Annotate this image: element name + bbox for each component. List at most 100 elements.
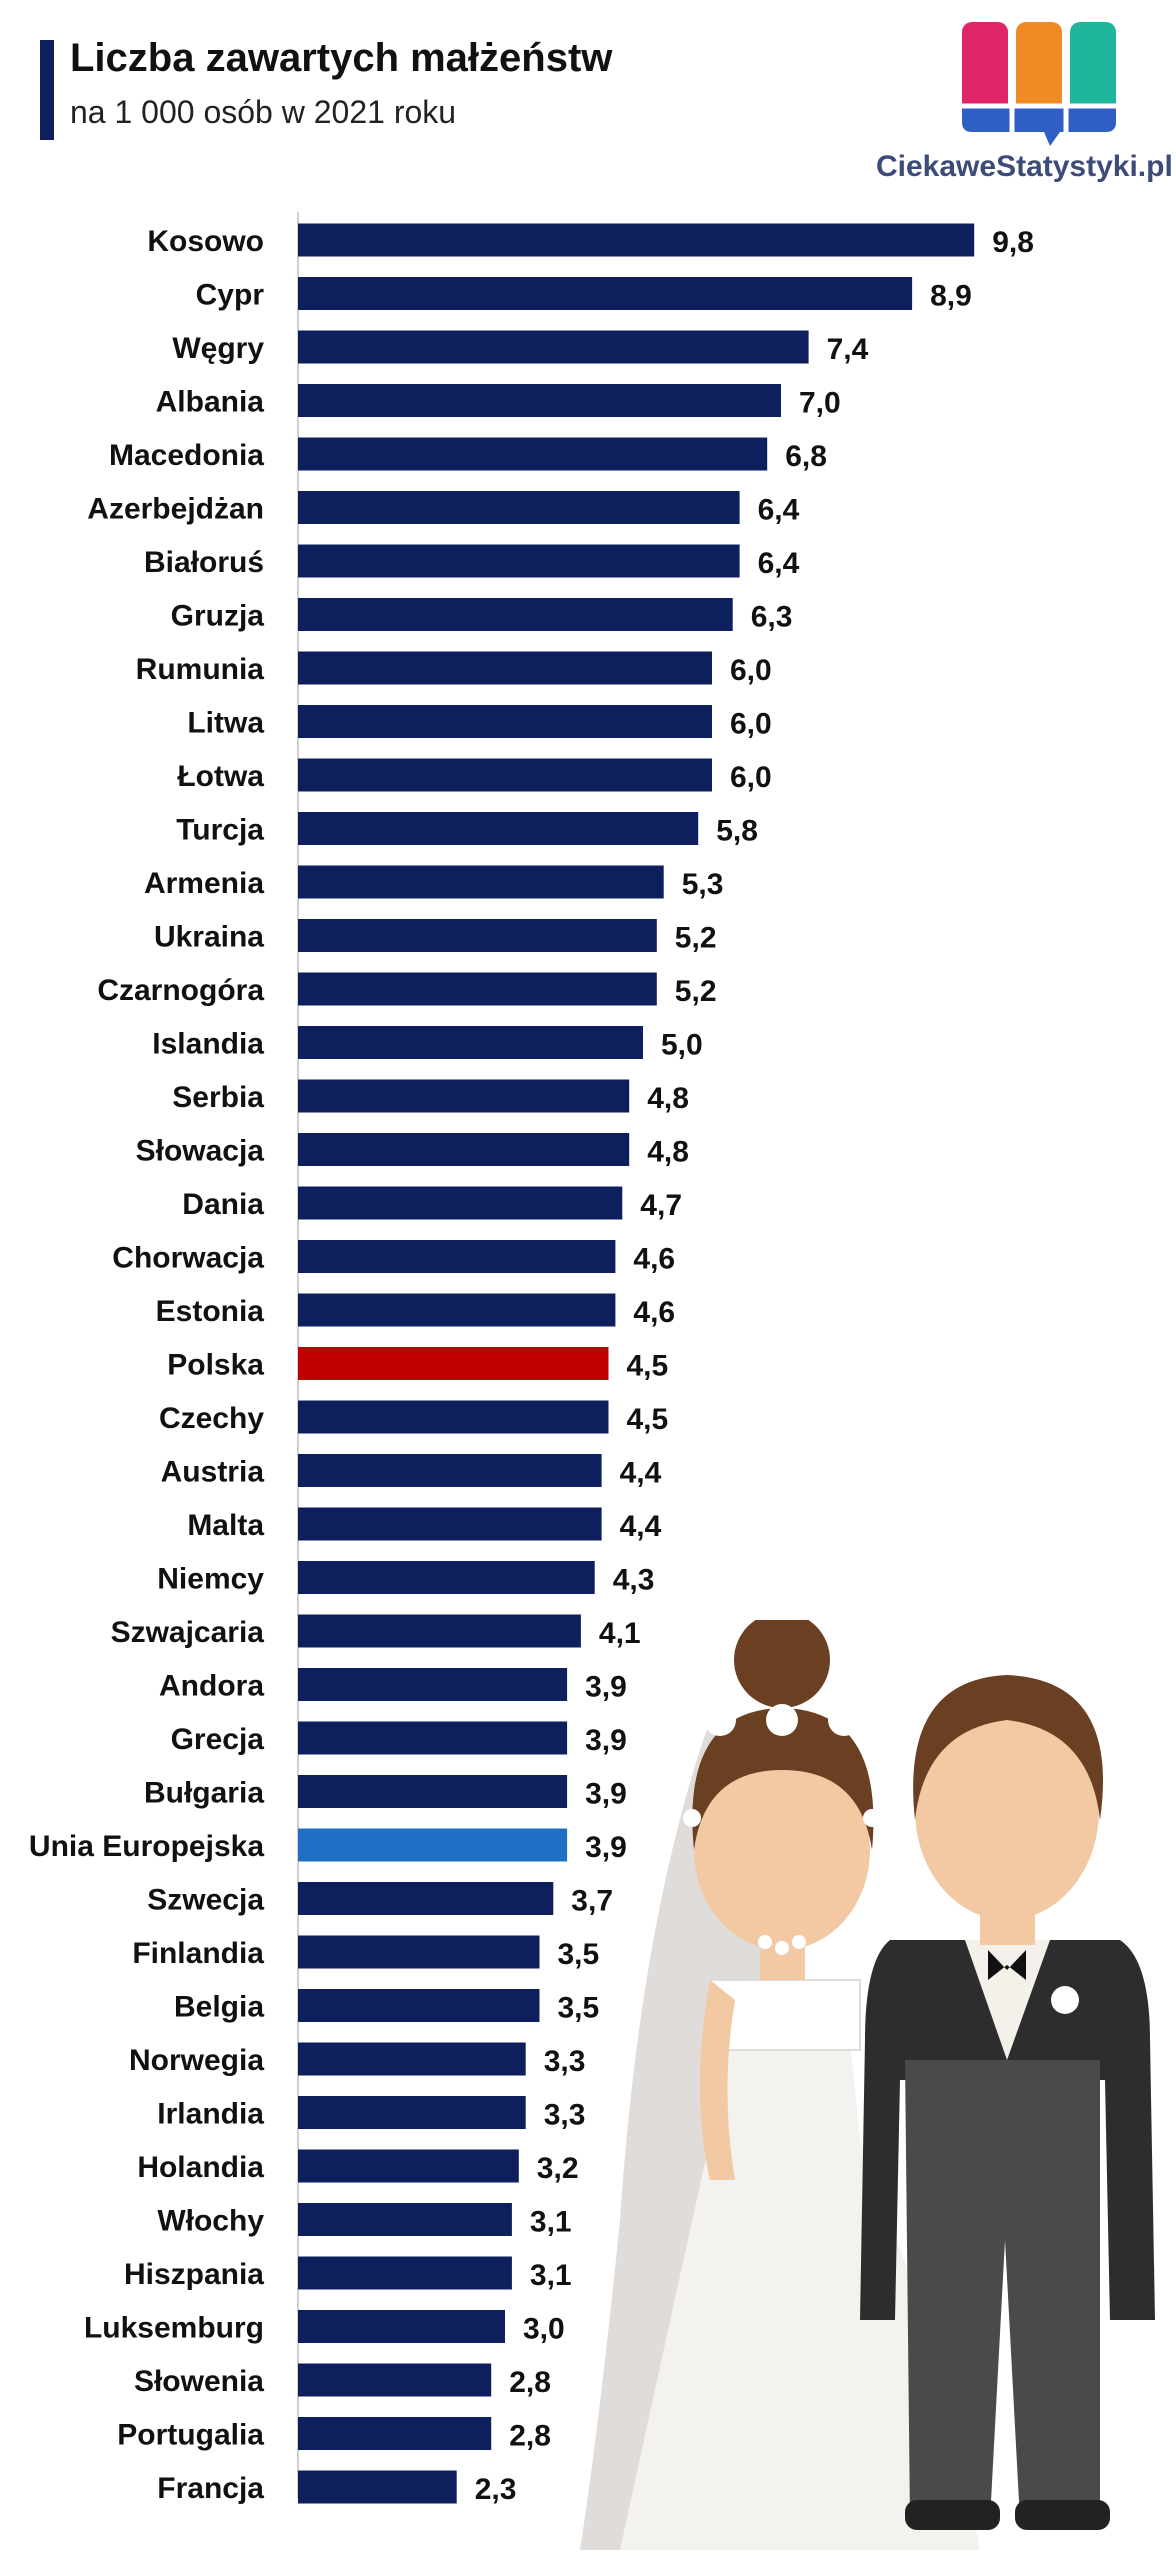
bar bbox=[298, 1668, 568, 1701]
title-accent-bar bbox=[40, 40, 54, 140]
value-label: 4,3 bbox=[613, 1564, 655, 1597]
bar bbox=[298, 2256, 512, 2290]
category-label: Austria bbox=[161, 1456, 265, 1489]
bar bbox=[298, 2096, 526, 2129]
category-label: Białoruś bbox=[144, 546, 264, 579]
value-label: 4,5 bbox=[627, 1350, 669, 1383]
category-label: Czechy bbox=[159, 1402, 264, 1435]
bar bbox=[298, 2310, 505, 2343]
bar bbox=[298, 598, 733, 631]
value-label: 4,7 bbox=[640, 1189, 682, 1222]
bride-and-groom-illustration bbox=[580, 1620, 1155, 2550]
chart-subtitle: na 1 000 osób w 2021 roku bbox=[70, 94, 457, 130]
value-label: 2,3 bbox=[475, 2473, 517, 2506]
bar bbox=[298, 1293, 616, 1327]
bar bbox=[298, 491, 740, 524]
category-label: Włochy bbox=[157, 2205, 264, 2238]
bar bbox=[298, 1240, 616, 1273]
bar bbox=[298, 758, 712, 792]
value-label: 5,8 bbox=[716, 815, 758, 848]
bar bbox=[298, 1614, 581, 1648]
value-label: 3,1 bbox=[530, 2259, 572, 2292]
bar bbox=[298, 223, 975, 257]
value-label: 3,3 bbox=[544, 2045, 586, 2078]
category-label: Portugalia bbox=[117, 2419, 264, 2452]
category-label: Holandia bbox=[137, 2151, 264, 2184]
category-label: Słowenia bbox=[134, 2365, 264, 2398]
category-label: Dania bbox=[182, 1188, 264, 1221]
bar bbox=[298, 865, 664, 899]
bar bbox=[298, 651, 712, 685]
value-label: 6,4 bbox=[758, 547, 800, 580]
category-label: Chorwacja bbox=[112, 1242, 264, 1275]
value-label: 3,7 bbox=[571, 1885, 613, 1918]
category-label: Łotwa bbox=[177, 760, 264, 793]
category-label: Andora bbox=[159, 1670, 264, 1703]
bar bbox=[298, 2470, 457, 2504]
category-label: Belgia bbox=[174, 1991, 264, 2024]
bar bbox=[298, 2203, 512, 2236]
bar bbox=[298, 1507, 602, 1541]
bar bbox=[298, 1454, 602, 1487]
value-label: 3,2 bbox=[537, 2152, 579, 2185]
value-label: 4,4 bbox=[620, 1457, 662, 1490]
bar bbox=[298, 1721, 568, 1755]
bar bbox=[298, 544, 740, 578]
logo-text: CiekaweStatystyki.pl bbox=[876, 150, 1173, 183]
value-label: 4,1 bbox=[599, 1617, 641, 1650]
value-label: 3,9 bbox=[585, 1671, 627, 1704]
value-label: 6,0 bbox=[730, 761, 772, 794]
category-label: Islandia bbox=[152, 1028, 264, 1061]
category-label: Unia Europejska bbox=[29, 1830, 264, 1863]
value-label: 4,6 bbox=[633, 1296, 675, 1329]
value-label: 3,9 bbox=[585, 1778, 627, 1811]
value-label: 4,8 bbox=[647, 1136, 689, 1169]
category-label: Grecja bbox=[171, 1723, 265, 1756]
bar bbox=[298, 972, 657, 1006]
value-label: 5,3 bbox=[682, 868, 724, 901]
category-label: Ukraina bbox=[154, 921, 264, 954]
category-label: Serbia bbox=[172, 1081, 264, 1114]
bar-chart-logo-icon bbox=[962, 22, 1116, 146]
category-label: Francja bbox=[157, 2472, 264, 2505]
category-label: Gruzja bbox=[171, 600, 265, 633]
value-label: 3,5 bbox=[558, 1938, 600, 1971]
value-label: 3,9 bbox=[585, 1831, 627, 1864]
bar bbox=[298, 1133, 630, 1166]
bar bbox=[298, 812, 699, 845]
bar bbox=[298, 330, 809, 364]
value-label: 4,8 bbox=[647, 1082, 689, 1115]
value-label: 5,0 bbox=[661, 1029, 703, 1062]
bar bbox=[298, 1186, 623, 1220]
category-label: Macedonia bbox=[109, 439, 264, 472]
category-label: Malta bbox=[187, 1509, 264, 1542]
bar bbox=[298, 1775, 568, 1808]
bar bbox=[298, 1828, 568, 1862]
bar bbox=[298, 2149, 519, 2183]
bar bbox=[298, 1561, 595, 1594]
category-label: Szwajcaria bbox=[111, 1616, 265, 1649]
category-label: Niemcy bbox=[157, 1563, 264, 1596]
value-label: 4,5 bbox=[627, 1403, 669, 1436]
bar bbox=[298, 1079, 630, 1113]
category-label: Hiszpania bbox=[124, 2258, 264, 2291]
chart-title: Liczba zawartych małżeństw bbox=[70, 36, 613, 80]
category-label: Węgry bbox=[172, 332, 264, 365]
value-label: 3,0 bbox=[523, 2313, 565, 2346]
bar bbox=[298, 705, 712, 738]
category-label: Kosowo bbox=[147, 225, 264, 258]
value-label: 4,6 bbox=[633, 1243, 675, 1276]
value-label: 9,8 bbox=[992, 226, 1034, 259]
value-label: 2,8 bbox=[509, 2420, 551, 2453]
value-label: 6,0 bbox=[730, 654, 772, 687]
category-label: Słowacja bbox=[136, 1135, 265, 1168]
bar bbox=[298, 1347, 609, 1380]
value-label: 4,4 bbox=[620, 1510, 662, 1543]
category-label: Szwecja bbox=[147, 1884, 264, 1917]
value-label: 6,8 bbox=[785, 440, 827, 473]
bar bbox=[298, 2363, 492, 2397]
bar bbox=[298, 1026, 643, 1059]
value-label: 3,3 bbox=[544, 2099, 586, 2132]
bar bbox=[298, 1935, 540, 1969]
